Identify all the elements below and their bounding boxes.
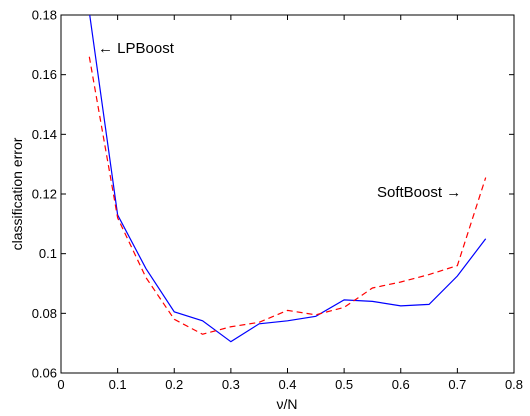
x-tick-label: 0 <box>57 377 64 392</box>
y-tick-label: 0.14 <box>32 127 57 142</box>
x-tick-label: 0.3 <box>222 377 240 392</box>
y-tick-label: 0.1 <box>39 246 57 261</box>
x-tick-label: 0.1 <box>109 377 127 392</box>
ticks: 0 0.1 0.2 0.3 0.4 0.5 0.6 0.7 0.8 0.06 0.08 0.1 0.12… <box>32 8 523 393</box>
y-tick-label: 0.08 <box>32 306 57 321</box>
y-axis-label: classification error <box>9 137 25 250</box>
y-tick-label: 0.16 <box>32 67 57 82</box>
x-axis-label: ν/N <box>277 396 298 412</box>
x-tick-label: 0.7 <box>448 377 466 392</box>
y-tick-label: 0.18 <box>32 8 57 23</box>
x-tick-label: 0.6 <box>392 377 410 392</box>
annotation-softboost: SoftBoost → <box>377 184 461 201</box>
x-tick-label: 0.4 <box>278 377 296 392</box>
y-tick-label: 0.06 <box>32 366 57 381</box>
series-group <box>88 15 487 343</box>
plot-area <box>60 14 515 374</box>
annotation-lpboost: ← LPBoost <box>98 40 175 57</box>
series-line-lpboost <box>89 15 487 343</box>
x-tick-label: 0.8 <box>505 377 523 392</box>
x-tick-label: 0.2 <box>165 377 183 392</box>
y-tick-label: 0.12 <box>32 187 57 202</box>
series-line-softboost <box>88 56 487 335</box>
x-tick-label: 0.5 <box>335 377 353 392</box>
